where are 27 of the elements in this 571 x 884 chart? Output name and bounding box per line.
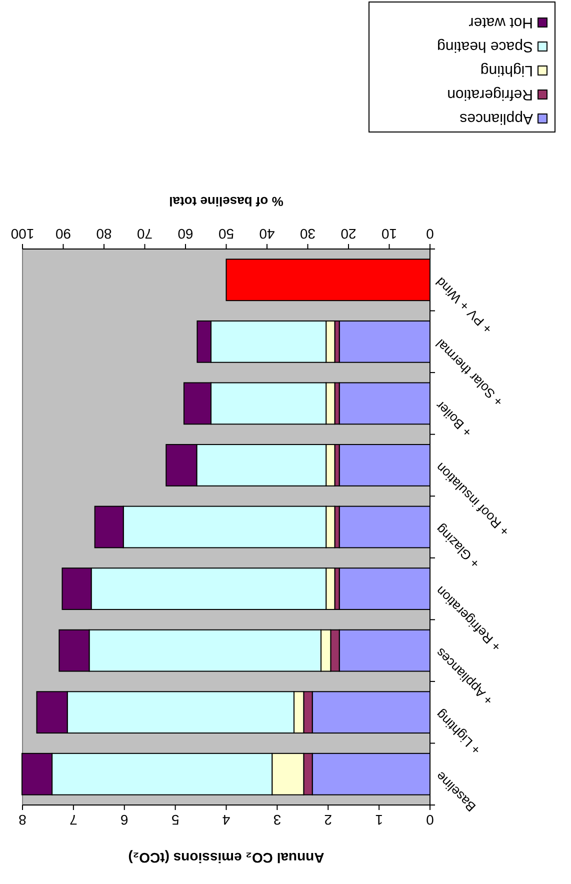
x2-tick-label: 10	[381, 226, 398, 242]
x2-axis-title: % of baseline total	[169, 194, 284, 209]
legend-label: Space heating	[437, 38, 533, 55]
x2-tick-label: 0	[426, 226, 434, 242]
legend-label: Refrigeration	[447, 86, 533, 103]
legend-label: Hot water	[468, 14, 533, 31]
x2-tick-label: 60	[178, 226, 194, 242]
x-tick-label: 7	[69, 812, 78, 828]
x-tick-label: 6	[120, 812, 128, 828]
x2-tick-label: 100	[10, 226, 34, 242]
x2-tick-label: 40	[259, 226, 275, 242]
x-tick-label: 3	[273, 812, 282, 828]
x2-tick-label: 80	[96, 226, 112, 242]
x-axis-title: Annual CO₂ emissions (tCO₂)	[128, 850, 324, 866]
x-tick-label: 4	[222, 812, 230, 828]
x2-tick-label: 90	[55, 226, 72, 242]
x2-tick-label: 50	[218, 226, 234, 242]
legend-label: Lighting	[480, 62, 533, 79]
x-tick-label: 0	[426, 812, 434, 828]
x-tick-label: 8	[18, 812, 26, 828]
x2-tick-label: 30	[300, 226, 316, 242]
x2-tick-label: 20	[340, 226, 356, 242]
x-tick-label: 2	[324, 812, 332, 828]
x-tick-label: 5	[171, 812, 180, 828]
x-tick-label: 1	[374, 812, 383, 828]
legend-label: Appliances	[460, 110, 533, 127]
x2-tick-label: 70	[136, 226, 153, 242]
